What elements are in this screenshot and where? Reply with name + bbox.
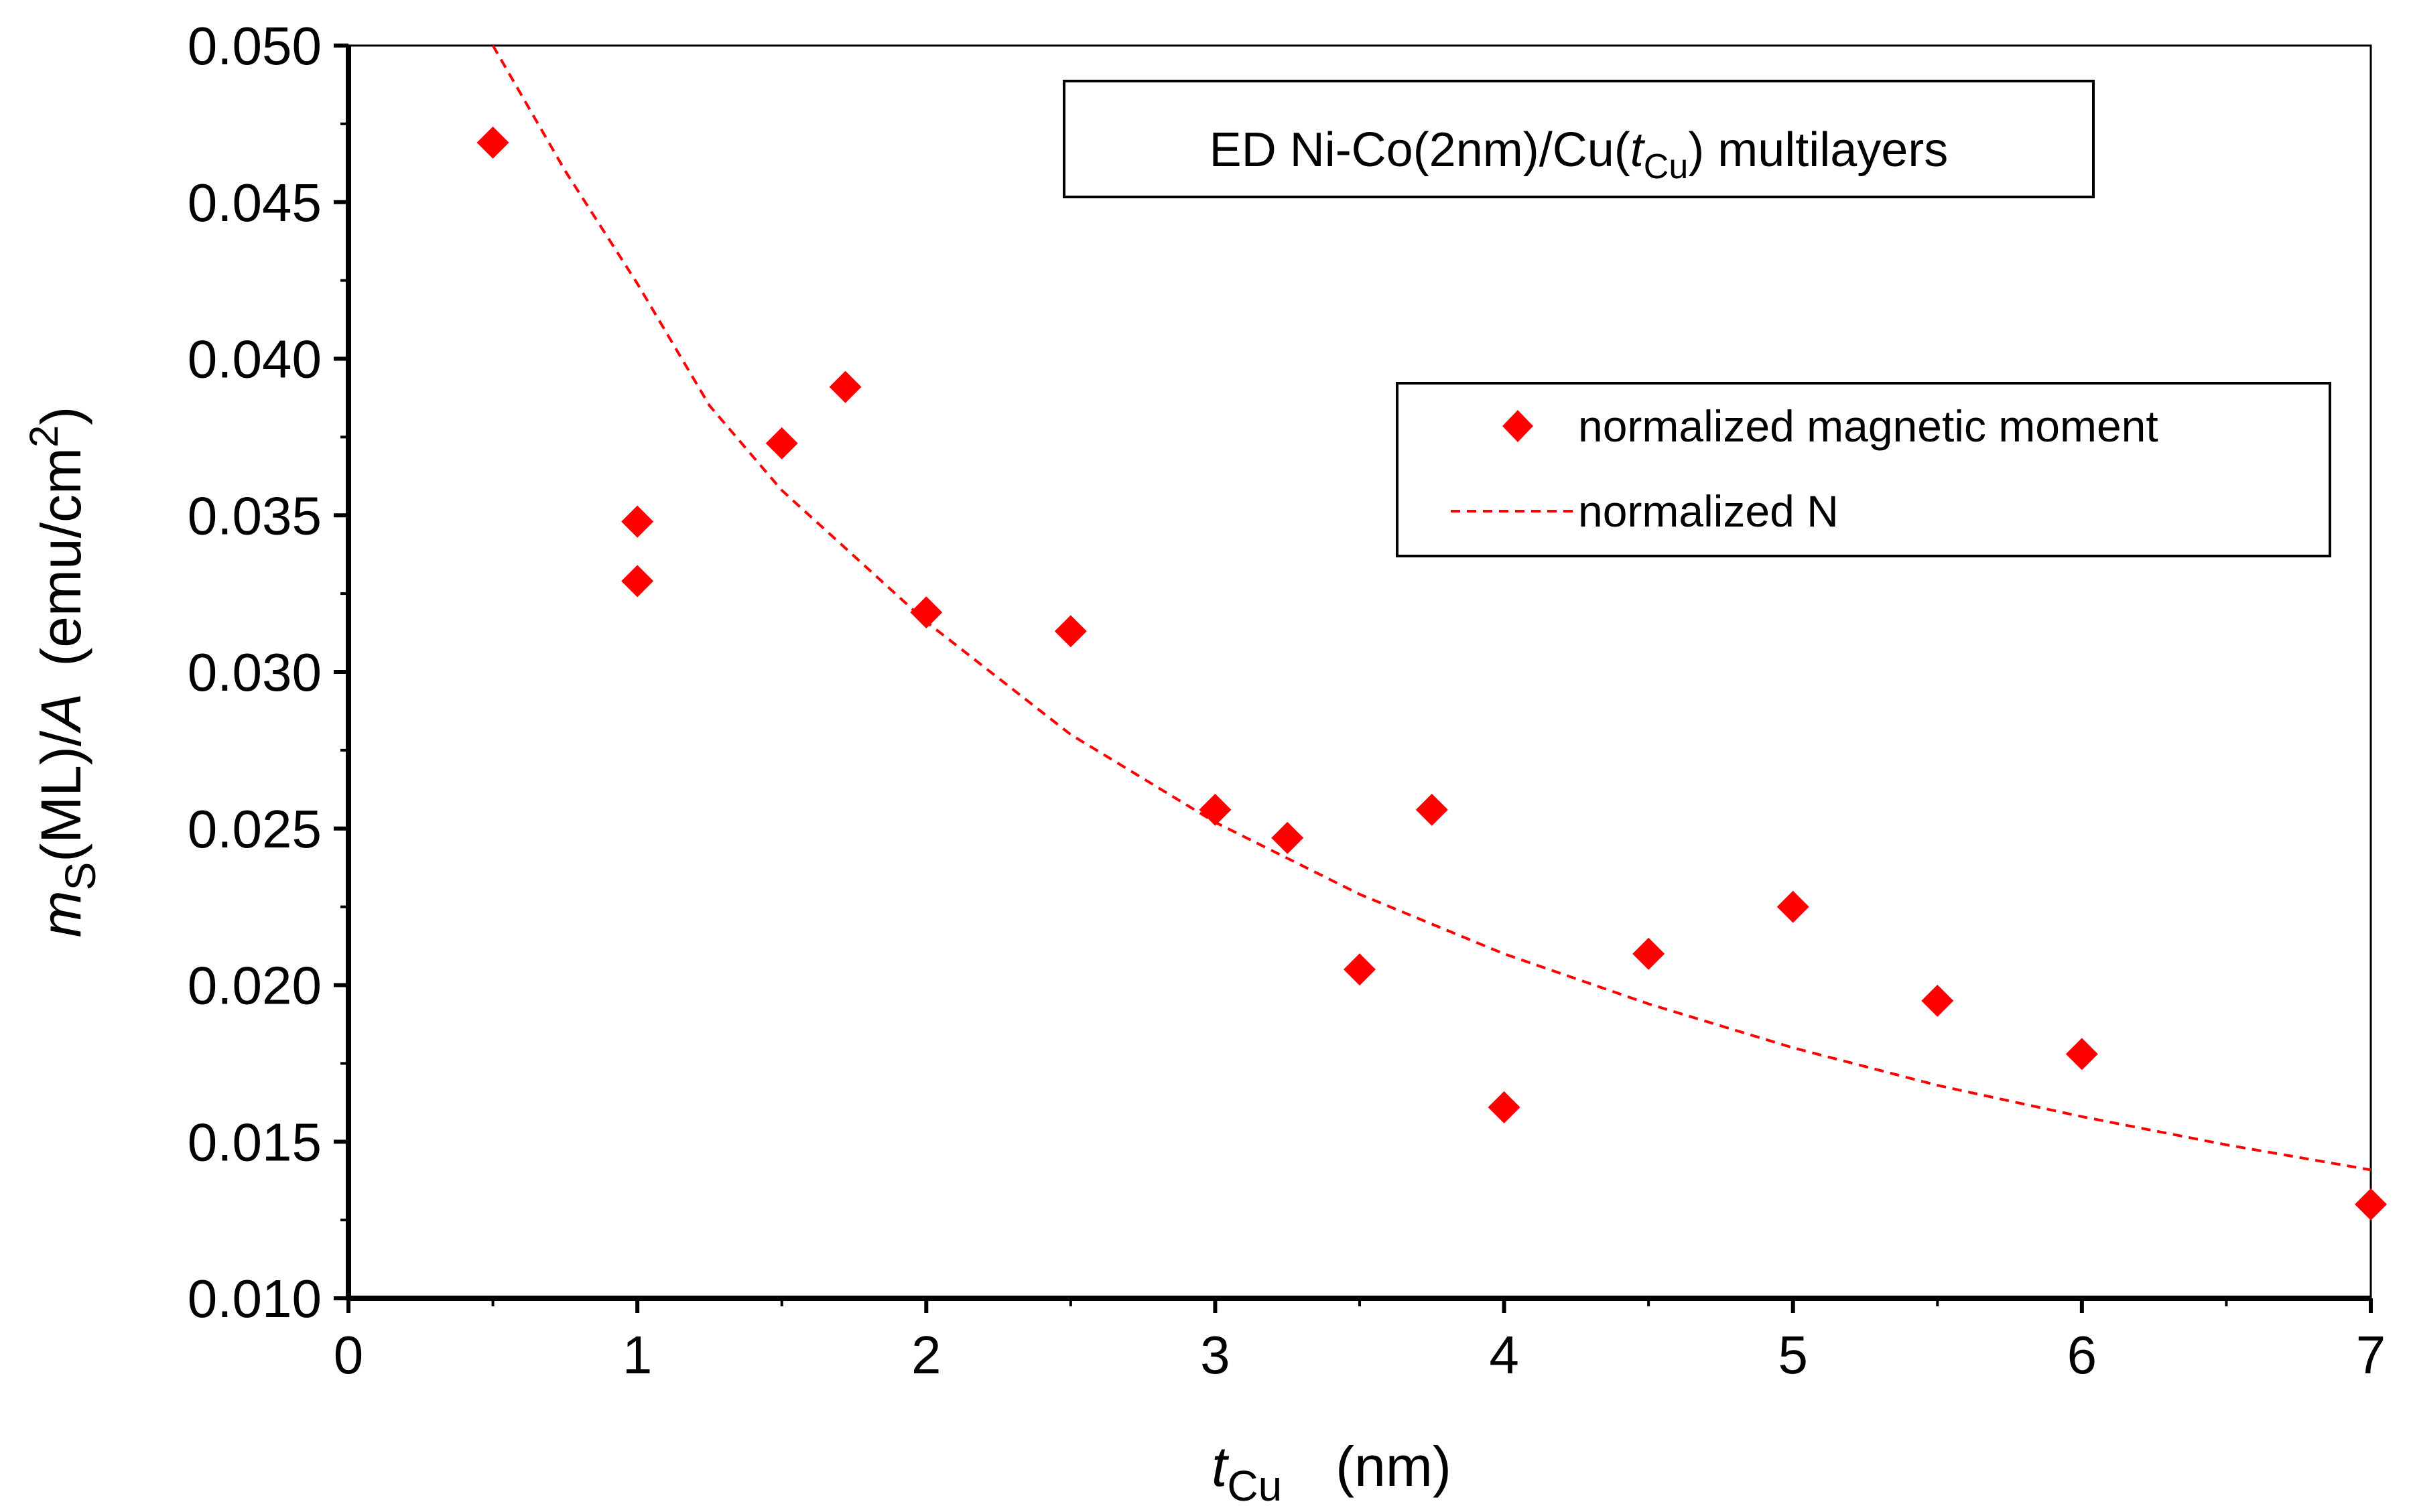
x-tick-label: 3 bbox=[1200, 1325, 1230, 1385]
y-axis-title-sub: S bbox=[56, 862, 105, 891]
legend-marker-diamond bbox=[1502, 410, 1533, 442]
x-tick-label: 5 bbox=[1778, 1325, 1808, 1385]
legend: normalized magnetic moment normalized N bbox=[1396, 382, 2331, 557]
x-tick-label: 2 bbox=[911, 1325, 941, 1385]
data-point-diamond bbox=[829, 370, 862, 403]
y-tick-label: 0.030 bbox=[188, 642, 322, 702]
x-axis-title-sub: Cu bbox=[1227, 1462, 1282, 1510]
legend-label-moment: normalized magnetic moment bbox=[1578, 401, 2158, 451]
y-axis-title-close: ) bbox=[29, 407, 92, 425]
legend-label-n: normalized N bbox=[1578, 486, 1839, 536]
y-axis-title-sup: 2 bbox=[21, 425, 66, 448]
y-tick-label: 0.010 bbox=[188, 1269, 322, 1328]
y-tick-label: 0.040 bbox=[188, 330, 322, 389]
data-point-diamond bbox=[621, 505, 654, 538]
y-tick-label: 0.015 bbox=[188, 1112, 322, 1172]
data-point-diamond bbox=[1488, 1091, 1520, 1123]
title-box-prefix: ED Ni-Co(2nm)/Cu( bbox=[1210, 123, 1630, 177]
data-point-diamond bbox=[476, 126, 509, 159]
y-tick-label: 0.035 bbox=[188, 486, 322, 545]
title-box-sub: Cu bbox=[1644, 147, 1688, 186]
data-point-diamond bbox=[910, 596, 943, 629]
data-point-diamond bbox=[1632, 937, 1665, 970]
title-box-frame bbox=[1063, 80, 2095, 198]
y-axis-title: mS(ML)/A (emu/cm2) bbox=[21, 407, 105, 938]
data-point-diamond bbox=[2355, 1188, 2387, 1221]
data-point-diamond bbox=[1921, 984, 1954, 1017]
data-point-diamond bbox=[2065, 1038, 2098, 1071]
x-tick-label: 6 bbox=[2067, 1325, 2097, 1385]
data-point-diamond bbox=[1776, 890, 1809, 923]
x-tick-label: 4 bbox=[1489, 1325, 1519, 1385]
data-point-diamond bbox=[1054, 615, 1087, 648]
y-tick-label: 0.050 bbox=[188, 16, 322, 76]
y-axis-title-var2: A bbox=[29, 693, 92, 734]
y-tick-label: 0.025 bbox=[188, 799, 322, 859]
x-tick-labels: 0 1 2 3 4 5 6 7 bbox=[334, 1325, 2386, 1385]
x-axis-title-unit: (nm) bbox=[1336, 1435, 1451, 1498]
data-point-diamond bbox=[1199, 793, 1232, 826]
x-ticks bbox=[346, 1298, 2373, 1313]
title-box-suffix: ) multilayers bbox=[1688, 123, 1948, 177]
x-axis-title-var: t bbox=[1212, 1435, 1230, 1498]
data-point-diamond bbox=[765, 427, 798, 460]
x-tick-label: 0 bbox=[334, 1325, 364, 1385]
x-tick-label: 1 bbox=[623, 1325, 653, 1385]
plot-area bbox=[347, 44, 2372, 1300]
y-tick-label: 0.045 bbox=[188, 173, 322, 232]
x-axis-title: tCu (nm) bbox=[1212, 1435, 1451, 1510]
y-axis-title-mid: (ML)/ bbox=[29, 730, 92, 862]
title-box: ED Ni-Co(2nm)/Cu(tCu) multilayers bbox=[1063, 80, 2095, 198]
data-point-diamond bbox=[621, 565, 654, 598]
y-ticks bbox=[334, 44, 348, 1300]
data-point-diamond bbox=[1415, 793, 1448, 826]
x-tick-label: 7 bbox=[2356, 1325, 2386, 1385]
data-point-diamond bbox=[1271, 821, 1304, 854]
y-axis-title-unit: (emu/cm bbox=[29, 448, 92, 667]
series-scatter-normalized-magnetic-moment bbox=[476, 126, 2387, 1221]
title-box-text: ED Ni-Co(2nm)/Cu(tCu) multilayers bbox=[1210, 123, 1949, 186]
y-tick-labels: 0.010 0.015 0.020 0.025 0.030 0.035 0.040 0.045… bbox=[188, 16, 322, 1328]
y-axis-title-var: m bbox=[29, 890, 92, 937]
y-tick-label: 0.020 bbox=[188, 956, 322, 1016]
legend-frame bbox=[1396, 382, 2331, 557]
data-point-diamond bbox=[1344, 953, 1376, 986]
title-box-var: t bbox=[1630, 123, 1646, 177]
